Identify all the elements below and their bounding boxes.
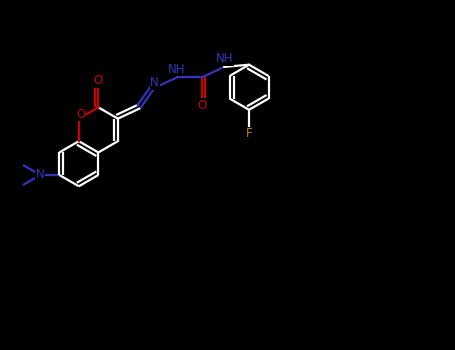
Text: N: N bbox=[36, 168, 45, 182]
Text: O: O bbox=[94, 74, 103, 87]
Text: N: N bbox=[150, 76, 159, 89]
Text: F: F bbox=[246, 127, 253, 140]
Text: O: O bbox=[76, 107, 86, 121]
Text: O: O bbox=[197, 99, 207, 112]
Text: NH: NH bbox=[216, 52, 233, 65]
Text: NH: NH bbox=[168, 63, 186, 76]
